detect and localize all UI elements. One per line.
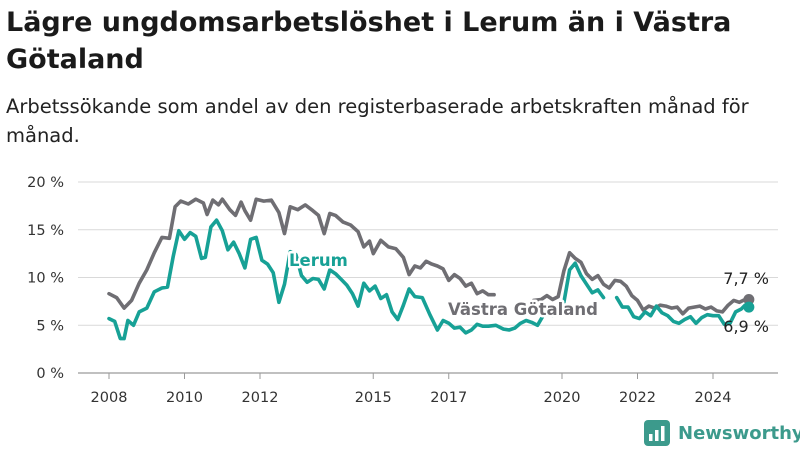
x-tick-label: 2008 <box>91 390 128 406</box>
bar-chart-icon <box>644 420 670 446</box>
y-tick-label: 5 % <box>36 318 64 334</box>
series-lines <box>107 197 755 341</box>
gridlines <box>78 181 778 374</box>
end-label-vastra-gotaland: 7,7 % <box>723 269 769 288</box>
series-line-v-stra-g-taland-part2 <box>531 250 751 316</box>
x-tick-label: 2022 <box>619 390 656 406</box>
x-tick-label: 2017 <box>430 390 467 406</box>
y-tick-label: 0 % <box>36 366 64 382</box>
end-point-lerum <box>743 301 755 313</box>
y-tick-label: 10 % <box>27 271 64 287</box>
series-label-vastra-gotaland: Västra Götaland <box>448 300 598 319</box>
series-line-lerum-part2 <box>614 295 751 327</box>
series-label-vastra-gotaland-halo: Västra Götaland <box>448 300 598 319</box>
series-line-lerum <box>107 218 606 341</box>
y-axis-tick-labels: 0 % 5 % 10 % 15 % 20 % <box>27 175 64 382</box>
chart-subtitle: Arbetssökande som andel av den registerb… <box>6 95 749 147</box>
end-label-lerum: 6,9 % <box>723 317 769 336</box>
series-line-v-stra-g-taland <box>107 197 496 310</box>
x-tick-label: 2024 <box>695 390 732 406</box>
x-tick-label: 2020 <box>544 390 581 406</box>
brand-name: Newsworthy <box>678 422 800 444</box>
y-tick-label: 15 % <box>27 223 64 239</box>
x-tick-label: 2015 <box>355 390 392 406</box>
series-label-lerum: Lerum <box>289 251 348 270</box>
end-point-v-stra-g-taland <box>743 293 755 305</box>
series-label-lerum-halo: Lerum <box>289 251 348 270</box>
chart-title: Lägre ungdomsarbetslöshet i Lerum än i V… <box>6 7 732 75</box>
y-tick-label: 20 % <box>27 175 64 191</box>
newsworthy-logo: Newsworthy <box>644 418 800 448</box>
x-tick-label: 2012 <box>242 390 279 406</box>
x-axis-tick-labels: 2008 2010 2012 2015 2017 2020 2022 2024 <box>91 373 732 406</box>
x-tick-label: 2010 <box>166 390 203 406</box>
